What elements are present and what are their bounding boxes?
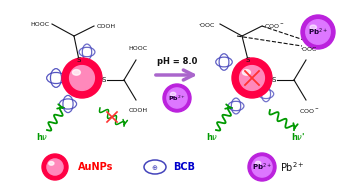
Circle shape — [248, 153, 276, 181]
Circle shape — [167, 88, 187, 108]
Circle shape — [42, 154, 68, 180]
Text: S: S — [102, 77, 106, 83]
Ellipse shape — [310, 25, 317, 29]
Text: Pb$^{2+}$: Pb$^{2+}$ — [168, 93, 186, 103]
Circle shape — [62, 58, 102, 98]
Text: S: S — [272, 77, 276, 83]
Text: COO$^-$: COO$^-$ — [264, 22, 284, 30]
Text: Pb$^{2+}$: Pb$^{2+}$ — [252, 161, 272, 173]
Circle shape — [163, 84, 191, 112]
Ellipse shape — [49, 162, 54, 165]
Text: COOH: COOH — [96, 23, 116, 29]
Text: S: S — [77, 57, 81, 63]
Text: h$\nu$: h$\nu$ — [36, 130, 48, 142]
Ellipse shape — [256, 161, 261, 165]
Ellipse shape — [72, 70, 80, 75]
Circle shape — [306, 20, 330, 44]
Text: HOOC: HOOC — [31, 22, 49, 26]
Text: HOOC: HOOC — [128, 46, 147, 51]
Circle shape — [70, 66, 94, 90]
Text: BCB: BCB — [173, 162, 195, 172]
Circle shape — [232, 58, 272, 98]
Circle shape — [240, 66, 264, 90]
Text: h$\nu$: h$\nu$ — [206, 130, 218, 142]
Text: Pb$^{2+}$: Pb$^{2+}$ — [308, 26, 328, 38]
Circle shape — [252, 157, 272, 177]
Text: $\cdot$OOC: $\cdot$OOC — [300, 45, 318, 53]
Text: $\cdot$OOC: $\cdot$OOC — [198, 21, 216, 29]
Text: h$\nu$': h$\nu$' — [291, 130, 305, 142]
Text: S: S — [246, 57, 250, 63]
Text: Pb$^{2+}$: Pb$^{2+}$ — [280, 160, 305, 174]
Text: AuNPs: AuNPs — [78, 162, 114, 172]
Text: COO$^-$: COO$^-$ — [299, 107, 319, 115]
Text: $\oplus$: $\oplus$ — [151, 163, 158, 171]
Text: COOH: COOH — [128, 108, 147, 114]
Text: pH = 8.0: pH = 8.0 — [157, 57, 197, 67]
Circle shape — [47, 159, 63, 175]
Ellipse shape — [243, 70, 250, 75]
Circle shape — [301, 15, 335, 49]
Ellipse shape — [170, 92, 176, 96]
